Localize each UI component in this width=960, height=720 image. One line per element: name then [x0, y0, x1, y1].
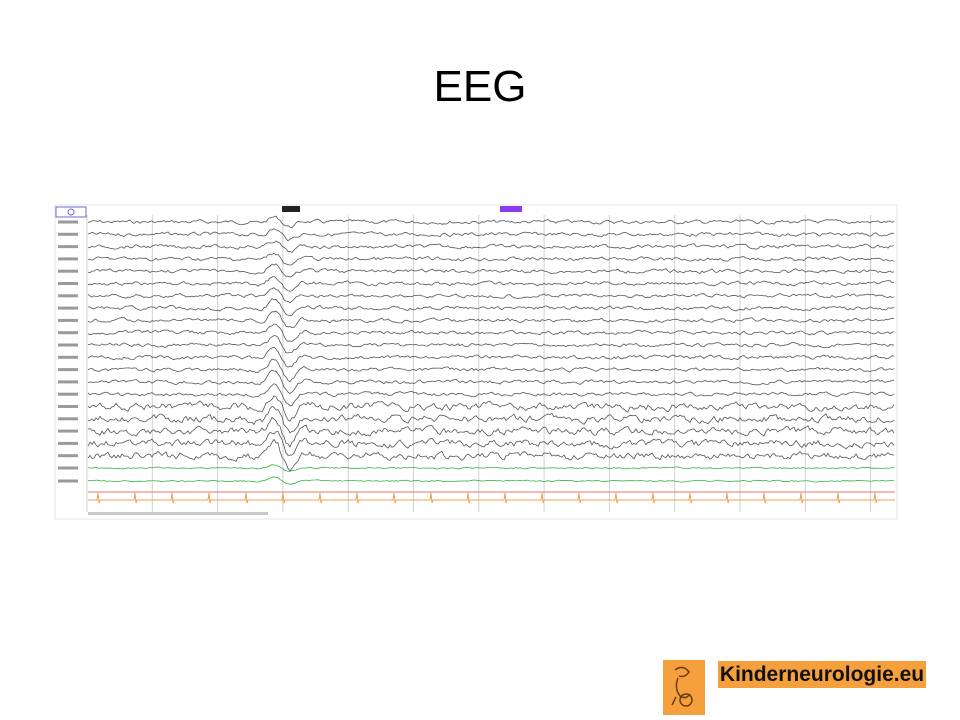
eog-trace [87, 464, 895, 472]
eeg-trace [88, 263, 895, 278]
eeg-frame [54, 204, 898, 520]
logo-figure [671, 666, 693, 707]
channel-label [58, 454, 78, 458]
eeg-trace [87, 431, 895, 456]
channel-label [58, 429, 78, 433]
eeg-trace [87, 346, 895, 368]
status-bar [88, 512, 268, 515]
eeg-trace [88, 335, 895, 354]
eeg-trace [87, 406, 895, 434]
slide-title: EEG [433, 62, 527, 111]
channel-label [58, 355, 78, 359]
eeg-trace [87, 310, 895, 329]
eeg-trace [87, 369, 895, 395]
channel-label [58, 331, 78, 335]
logo-text: Kinderneurologie.eu [718, 661, 926, 688]
channel-label [58, 343, 78, 347]
eeg-trace [87, 298, 895, 316]
event-marker [500, 206, 522, 212]
channel-label [58, 257, 78, 261]
ecg-trace [88, 492, 895, 504]
channel-label [58, 220, 78, 224]
eeg-trace [87, 240, 895, 254]
channel-label [58, 392, 78, 396]
eeg-trace [87, 287, 895, 304]
eeg-trace [87, 383, 895, 407]
channel-label [58, 417, 78, 421]
eeg-trace [87, 438, 895, 472]
eeg-toolbar [55, 206, 87, 218]
channel-label [58, 306, 78, 310]
eeg-trace [87, 358, 895, 383]
channel-label [58, 380, 78, 384]
eeg-trace [87, 228, 895, 242]
channel-label [58, 479, 78, 483]
channel-label [58, 269, 78, 273]
channel-label [58, 441, 78, 445]
eeg-toolbar-icon [67, 208, 75, 216]
eeg-trace [87, 416, 895, 448]
eeg-trace [87, 323, 895, 343]
eog-trace [87, 476, 895, 485]
channel-label [58, 282, 78, 285]
eeg-trace [87, 215, 895, 229]
channel-label [58, 294, 78, 298]
channel-label [58, 466, 78, 470]
event-marker [282, 206, 300, 212]
channel-label [58, 405, 78, 408]
channel-label [58, 318, 78, 322]
channel-label [58, 232, 78, 236]
eeg-trace [87, 275, 895, 292]
channel-label [58, 368, 78, 372]
eeg-trace [87, 395, 895, 422]
channel-label [58, 245, 78, 249]
eeg-trace [87, 252, 895, 266]
